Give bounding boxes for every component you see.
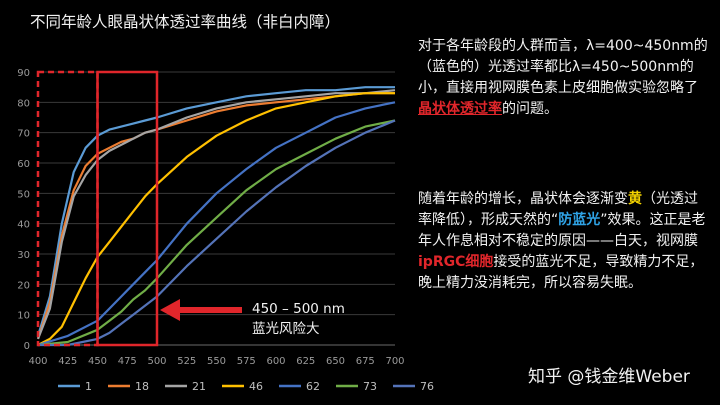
x-tick-label: 550: [207, 356, 226, 367]
legend-item-46: 46: [222, 380, 263, 393]
y-tick-label: 80: [17, 98, 30, 109]
legend: 1 18 21 46 62 73 76: [58, 380, 434, 393]
series-line-46: [37, 92, 395, 346]
watermark: 知乎 @钱金维Weber: [528, 367, 690, 387]
legend-item-21: 21: [165, 380, 206, 393]
y-tick-label: 90: [17, 68, 30, 79]
series-line-62: [37, 101, 396, 347]
callout-text: 450 – 500 nm 蓝光风险大: [252, 299, 345, 339]
x-tick-label: 475: [118, 356, 137, 367]
paragraph-transmittance: 对于各年龄段的人群而言，λ=400~450nm的（蓝色的）光透过率都比λ=450…: [418, 36, 710, 120]
p1-text: 对于各年龄段的人群而言，λ=400~450nm的（蓝色的）光透过率都比λ=450…: [418, 38, 708, 96]
legend-item-1: 1: [58, 380, 92, 393]
x-tick-label: 575: [237, 356, 256, 367]
legend-label: 46: [249, 380, 263, 393]
solid-box-450-500: [96, 70, 159, 347]
p2-highlight-blue: 防蓝光: [558, 212, 601, 228]
x-tick-label: 525: [177, 356, 196, 367]
series-line-76: [38, 119, 396, 347]
paragraph-aging: 随着年龄的增长，晶状体会逐渐变黄（光透过率降低），形成天然的“防蓝光”效果。这正…: [418, 189, 710, 294]
p2-text-a: 随着年龄的增长，晶状体会逐渐变: [418, 191, 628, 207]
y-tick-label: 60: [17, 159, 30, 170]
p2-highlight-yellow: 黄: [628, 191, 642, 207]
legend-label: 1: [85, 380, 92, 393]
p1-tail: 的问题。: [502, 101, 558, 117]
x-tick-label: 500: [147, 356, 166, 367]
y-tick-label: 20: [17, 280, 30, 291]
x-tick-label: 700: [385, 356, 404, 367]
p2-highlight-iprgc: ipRGC细胞: [418, 254, 494, 270]
p1-highlight: 晶状体透过率: [418, 101, 502, 117]
legend-label: 73: [363, 380, 377, 393]
arrow-head: [160, 299, 180, 321]
x-tick-label: 450: [88, 356, 107, 367]
legend-label: 18: [135, 380, 149, 393]
p2-text-b: （光透过率降低），形成天然的“: [418, 191, 698, 228]
legend-item-73: 73: [336, 380, 377, 393]
legend-item-18: 18: [108, 380, 149, 393]
legend-label: 62: [306, 380, 320, 393]
series-line-1: [36, 86, 395, 337]
y-tick-label: 10: [17, 311, 30, 322]
callout-line-range: 450 – 500 nm: [252, 301, 345, 317]
series-line-73: [37, 119, 396, 347]
series-layer: [36, 86, 396, 347]
legend-item-76: 76: [393, 380, 434, 393]
p2-text-c: ”效果。这正是老年人作息相对不稳定的原因——白天，视网膜: [418, 212, 706, 249]
annotation-layer: [36, 70, 242, 347]
legend-item-62: 62: [279, 380, 320, 393]
y-tick-label: 40: [17, 220, 30, 231]
x-tick-label: 425: [58, 356, 77, 367]
x-tick-label: 675: [356, 356, 375, 367]
x-tick-label: 650: [326, 356, 345, 367]
series-line-21: [36, 89, 396, 340]
legend-label: 76: [420, 380, 434, 393]
y-tick-label: 30: [17, 250, 30, 261]
x-tick-label: 400: [28, 356, 47, 367]
x-tick-label: 625: [296, 356, 315, 367]
p2-text-d: 接受的蓝光不足，导致精力不足，晚上精力没消耗完，所以容易失眠。: [418, 254, 704, 291]
chart-title: 不同年龄人眼晶状体透过率曲线（非白内障）: [30, 13, 341, 31]
y-tick-label: 50: [17, 189, 30, 200]
axis-layer: 0 10 20 30 40 50 60 70 80 90 400 425 450 475 500 525 550…: [17, 68, 404, 367]
legend-label: 21: [192, 380, 206, 393]
y-tick-label: 0: [24, 341, 30, 352]
callout-line-risk: 蓝光风险大: [252, 321, 320, 337]
y-tick-label: 70: [17, 129, 30, 140]
x-tick-label: 600: [266, 356, 285, 367]
